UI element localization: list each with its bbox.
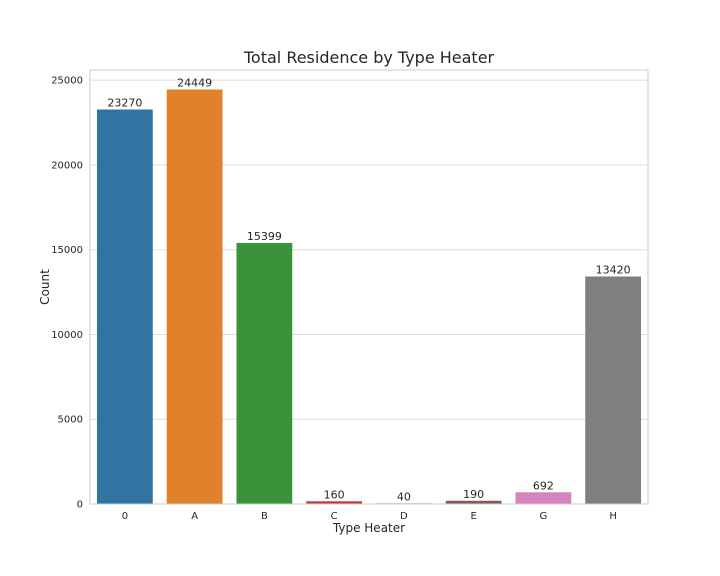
y-tick-label: 25000 [51, 76, 83, 87]
y-axis-ticks: 0 5000 10000 15000 20000 25000 [51, 76, 83, 511]
bar-e [445, 500, 502, 504]
bar-h [585, 276, 642, 504]
bar-0 [96, 109, 153, 504]
bar-value-label: 692 [533, 479, 554, 492]
x-tick-label: G [540, 511, 548, 522]
y-tick-label: 20000 [51, 160, 83, 171]
x-tick-label: A [191, 511, 198, 522]
y-tick-label: 10000 [51, 330, 83, 341]
bar-value-label: 160 [324, 488, 345, 501]
plot-frame [89, 69, 649, 505]
x-tick-label: B [261, 511, 268, 522]
bar-value-label: 40 [397, 490, 411, 503]
bar-value-label: 15399 [247, 230, 282, 243]
x-axis-ticks: 0 A B C D E G H [122, 511, 617, 522]
x-tick-label: E [470, 511, 476, 522]
bar-a [166, 89, 223, 504]
x-tick-label: H [609, 511, 617, 522]
x-tick-label: D [400, 511, 408, 522]
bar-value-label: 24449 [177, 77, 212, 90]
bar-value-label: 190 [463, 488, 484, 501]
chart-title: Total Residence by Type Heater [243, 48, 495, 67]
bar-data-labels: 23270 24449 15399 160 40 190 692 13420 [107, 77, 630, 504]
y-tick-label: 5000 [58, 415, 83, 426]
bar-g [515, 492, 572, 504]
bar-value-label: 23270 [107, 97, 142, 110]
x-tick-label: 0 [122, 511, 128, 522]
y-tick-label: 0 [77, 500, 83, 511]
y-tick-label: 15000 [51, 245, 83, 256]
x-axis-label: Type Heater [332, 521, 405, 535]
y-axis-label: Count [38, 269, 52, 305]
bar-c [306, 501, 363, 504]
x-tick-label: C [331, 511, 338, 522]
bar-value-label: 13420 [596, 263, 631, 276]
bar-b [236, 242, 293, 504]
bars [96, 89, 642, 504]
